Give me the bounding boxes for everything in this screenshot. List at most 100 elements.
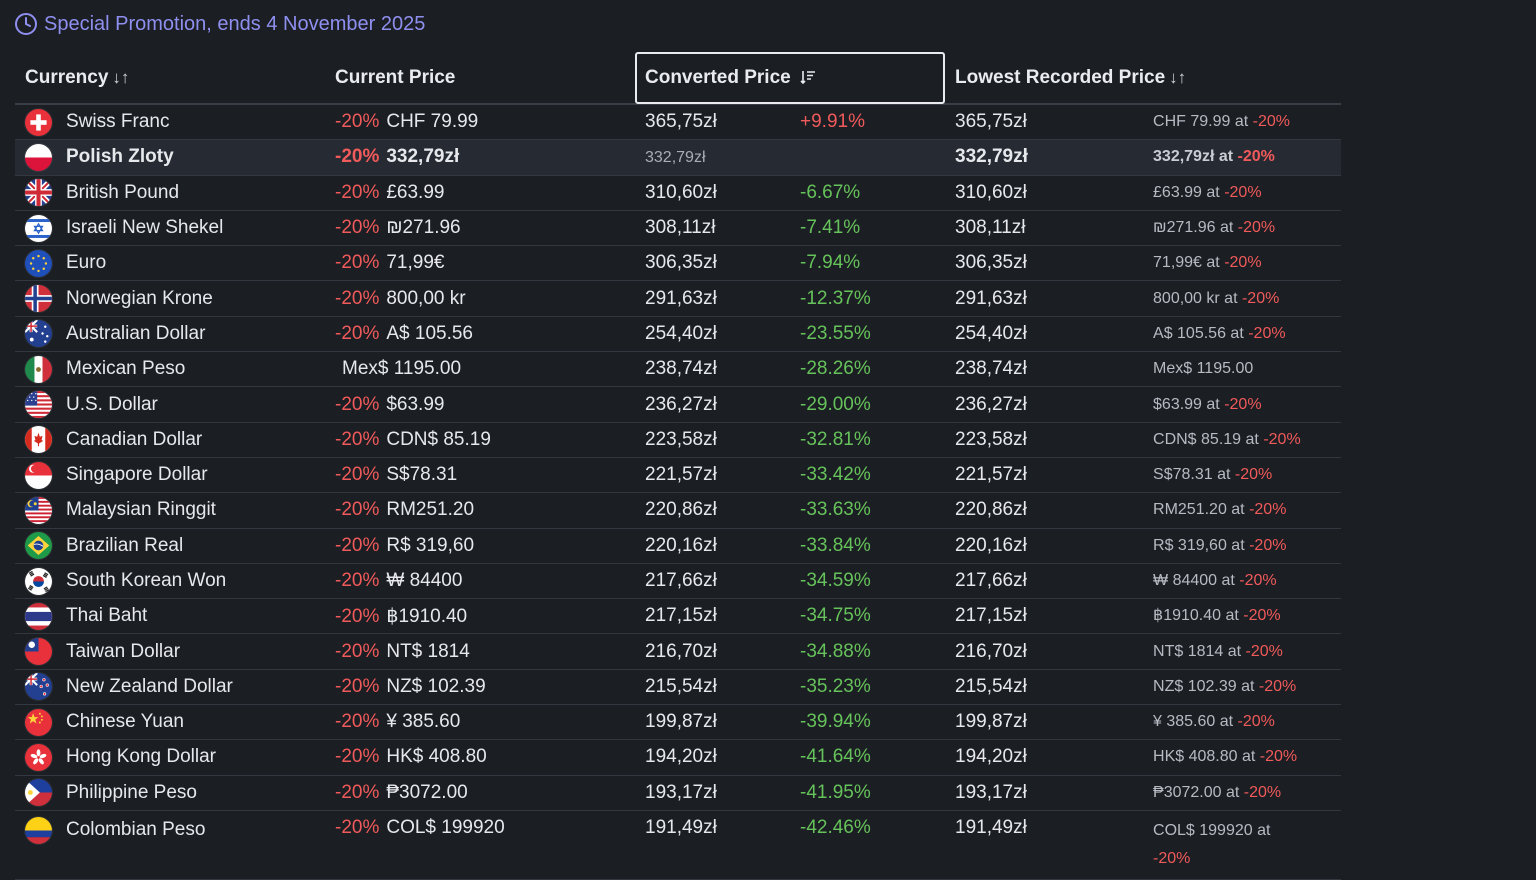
current-price: NT$ 1814 (386, 640, 470, 662)
lowest-discount: -20% (1258, 677, 1297, 695)
current-price-cell: -20% RM251.20 (325, 492, 635, 529)
converted-price: 215,54zł (645, 675, 717, 697)
currency-cell: Canadian Dollar (15, 422, 325, 458)
lowest-price-detail: ₪271.96 at (1153, 219, 1234, 237)
currency-cell: Philippine Peso (15, 775, 325, 811)
lowest-price-detail-cell: CDN$ 85.19 at -20% (1143, 422, 1342, 458)
price-difference: +9.91% (800, 111, 865, 133)
converted-price-cell: 332,79zł (635, 139, 790, 176)
currency-name: New Zealand Dollar (66, 675, 233, 697)
discount-badge: -20% (335, 181, 380, 203)
table-row: Norwegian Krone -20% 800,00 kr 291,63zł -12.… (15, 280, 1342, 317)
lowest-discount: -20% (1153, 849, 1191, 867)
converted-price: 199,87zł (645, 711, 717, 733)
promotion-text: Special Promotion, ends 4 November 2025 (44, 12, 426, 35)
lowest-price-detail: 71,99€ at (1153, 254, 1220, 272)
price-difference: -29.00% (800, 393, 871, 415)
currency-name: Polish Zloty (66, 146, 174, 168)
current-price-cell: -20% S$78.31 (325, 457, 635, 494)
lowest-price-detail-cell: RM251.20 at -20% (1143, 492, 1342, 529)
lowest-price-detail-cell: Mex$ 1195.00 (1143, 351, 1342, 388)
discount-badge: -20% (335, 322, 380, 344)
mx-flag-icon (25, 355, 52, 383)
lowest-price-cell: 220,16zł (945, 528, 1144, 564)
lowest-price-detail: CHF 79.99 at (1153, 113, 1249, 131)
header-currency[interactable]: Currency ↓↑ (15, 52, 325, 105)
converted-price: 193,17zł (645, 781, 717, 803)
table-row: Polish Zloty -20% 332,79zł 332,79zł 332,79zł… (15, 139, 1342, 176)
current-price: 332,79zł (386, 146, 460, 168)
converted-price-cell: 217,66zł (635, 563, 790, 600)
price-difference-cell: -42.46% (790, 810, 946, 880)
lowest-price-cell: 291,63zł (945, 280, 1144, 317)
currency-cell: Singapore Dollar (15, 457, 325, 494)
currency-name: U.S. Dollar (66, 393, 158, 415)
lowest-price-cell: 194,20zł (945, 739, 1144, 776)
price-difference: -12.37% (800, 287, 871, 309)
clock-icon (14, 12, 38, 36)
currency-cell: Euro (15, 245, 325, 282)
converted-price-cell: 365,75zł (635, 104, 790, 141)
discount-badge: -20% (335, 217, 380, 239)
currency-cell: Norwegian Krone (15, 280, 325, 317)
price-difference-cell: -29.00% (790, 386, 946, 423)
table-row: Canadian Dollar -20% CDN$ 85.19 223,58zł -32… (15, 422, 1342, 458)
lowest-price-detail: Mex$ 1195.00 (1153, 360, 1254, 378)
lowest-price: 306,35zł (955, 252, 1027, 274)
sort-descending-icon (800, 68, 816, 87)
table-row: Thai Baht -20% ฿1910.40 217,15zł -34.75% 217,… (15, 598, 1342, 635)
header-lowest-recorded-price[interactable]: Lowest Recorded Price ↓↑ (945, 52, 1342, 105)
lowest-price: 216,70zł (955, 640, 1027, 662)
currency-name: Thai Baht (66, 605, 148, 627)
lowest-price: 332,79zł (955, 146, 1028, 168)
price-difference: -33.63% (800, 499, 871, 521)
lowest-price-detail: NZ$ 102.39 at (1153, 677, 1255, 695)
lowest-price-detail-cell: CHF 79.99 at -20% (1143, 104, 1342, 141)
table-row: Mexican Peso Mex$ 1195.00 238,74zł -28.26% 2… (15, 351, 1342, 388)
lowest-price: 217,15zł (955, 605, 1027, 627)
lowest-price-detail: CDN$ 85.19 at (1153, 430, 1259, 448)
price-difference: -23.55% (800, 322, 871, 344)
discount-badge: -20% (335, 499, 380, 521)
current-price: ฿1910.40 (386, 605, 468, 627)
table-row: Malaysian Ringgit -20% RM251.20 220,86zł -33… (15, 492, 1342, 529)
price-difference-cell: -23.55% (790, 316, 946, 353)
current-price: HK$ 408.80 (386, 746, 487, 768)
lowest-discount: -20% (1239, 572, 1277, 589)
currency-name: Chinese Yuan (66, 711, 184, 733)
discount-badge: -20% (335, 393, 380, 415)
current-price-cell: -20% CHF 79.99 (325, 104, 635, 141)
price-difference-cell: -7.41% (790, 210, 946, 247)
lowest-price-detail: $63.99 at (1153, 395, 1220, 413)
header-converted-price[interactable]: Converted Price (635, 52, 946, 105)
table-row: Philippine Peso -20% ₱3072.00 193,17zł -41.9… (15, 775, 1342, 811)
lowest-price: 365,75zł (955, 111, 1027, 133)
converted-price-cell: 220,16zł (635, 528, 790, 564)
currency-cell: British Pound (15, 175, 325, 211)
lowest-price-detail: COL$ 199920 at (1153, 821, 1271, 839)
lowest-price-detail-cell: 332,79zł at -20% (1143, 139, 1342, 176)
converted-price-cell: 191,49zł (635, 810, 790, 880)
lowest-price-cell: 236,27zł (945, 386, 1144, 423)
lowest-discount: -20% (1245, 642, 1283, 660)
currency-name: Israeli New Shekel (66, 217, 224, 239)
converted-price: 217,15zł (645, 605, 717, 627)
promotion-banner: Special Promotion, ends 4 November 2025 (14, 10, 425, 38)
lowest-price: 236,27zł (955, 393, 1027, 415)
lowest-price-cell: 306,35zł (945, 245, 1144, 282)
price-difference: -33.42% (800, 464, 871, 486)
converted-price: 236,27zł (645, 393, 717, 415)
lowest-price-cell: 365,75zł (945, 104, 1144, 141)
price-difference-cell: -34.59% (790, 563, 946, 600)
current-price: COL$ 199920 (386, 816, 505, 838)
lowest-discount: -20% (1224, 254, 1262, 272)
lowest-price-cell: 332,79zł (945, 139, 1144, 176)
current-price: NZ$ 102.39 (386, 675, 486, 697)
current-price: £63.99 (386, 181, 445, 203)
price-difference: -41.95% (800, 781, 871, 803)
lowest-price: 254,40zł (955, 322, 1027, 344)
lowest-discount: -20% (1243, 607, 1281, 625)
lowest-price-cell: 199,87zł (945, 704, 1144, 741)
lowest-price-detail: ₱3072.00 at (1153, 783, 1240, 801)
lowest-price-cell: 238,74zł (945, 351, 1144, 388)
